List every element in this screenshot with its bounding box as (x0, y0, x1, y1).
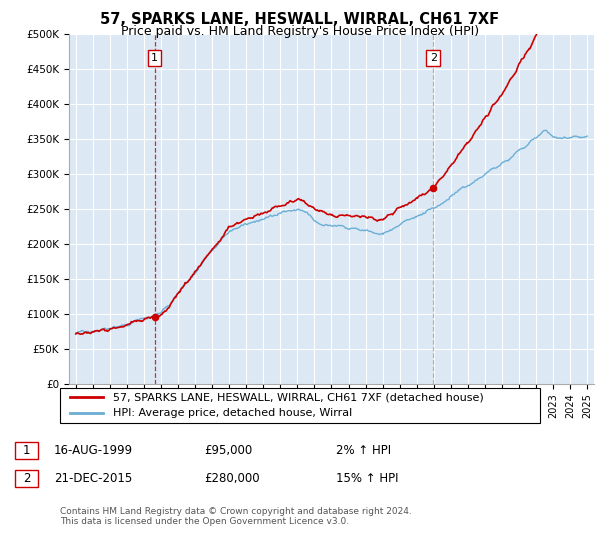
FancyBboxPatch shape (60, 388, 540, 423)
Text: 2% ↑ HPI: 2% ↑ HPI (336, 444, 391, 458)
Text: 2: 2 (430, 53, 437, 63)
Text: 1: 1 (151, 53, 158, 63)
Text: 21-DEC-2015: 21-DEC-2015 (54, 472, 132, 486)
Text: HPI: Average price, detached house, Wirral: HPI: Average price, detached house, Wirr… (113, 408, 352, 418)
Text: 57, SPARKS LANE, HESWALL, WIRRAL, CH61 7XF: 57, SPARKS LANE, HESWALL, WIRRAL, CH61 7… (100, 12, 500, 27)
Text: 57, SPARKS LANE, HESWALL, WIRRAL, CH61 7XF (detached house): 57, SPARKS LANE, HESWALL, WIRRAL, CH61 7… (113, 392, 484, 402)
Text: 2: 2 (23, 472, 30, 486)
Text: Price paid vs. HM Land Registry's House Price Index (HPI): Price paid vs. HM Land Registry's House … (121, 25, 479, 38)
Text: 16-AUG-1999: 16-AUG-1999 (54, 444, 133, 458)
Text: 1: 1 (23, 444, 30, 458)
Text: £280,000: £280,000 (204, 472, 260, 486)
Text: 15% ↑ HPI: 15% ↑ HPI (336, 472, 398, 486)
Text: Contains HM Land Registry data © Crown copyright and database right 2024.
This d: Contains HM Land Registry data © Crown c… (60, 507, 412, 526)
Text: £95,000: £95,000 (204, 444, 252, 458)
